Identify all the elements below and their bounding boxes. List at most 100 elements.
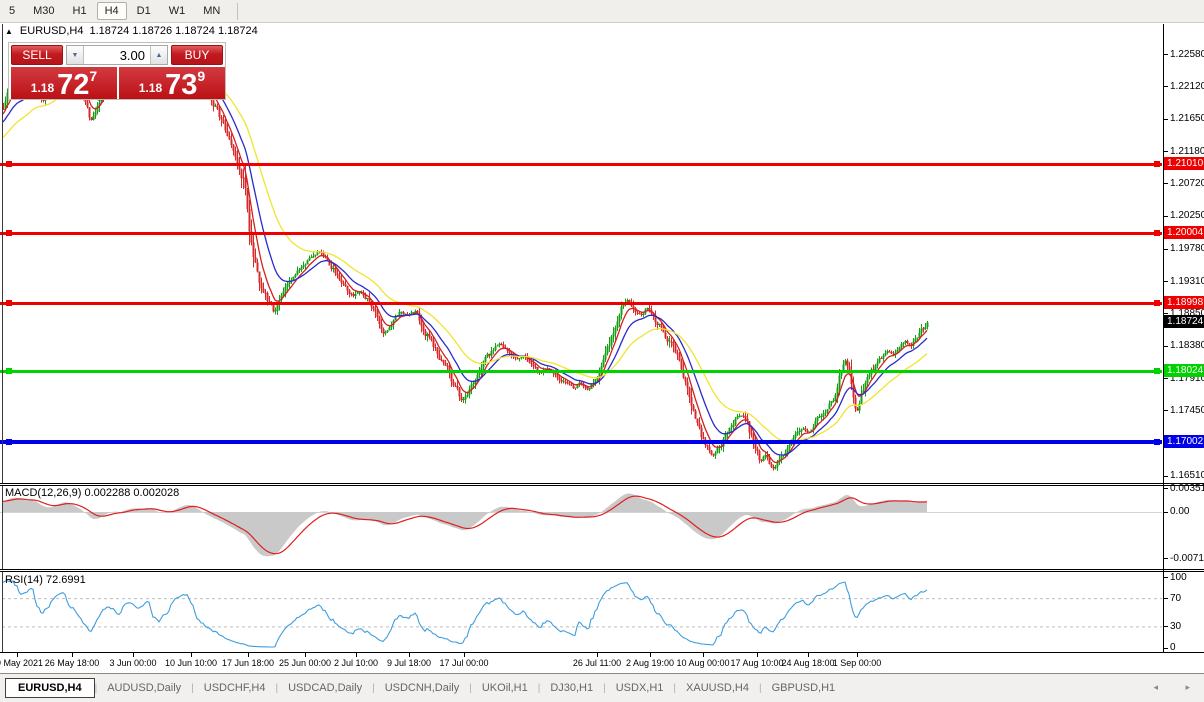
- tab-separator: |: [372, 682, 375, 694]
- price-tick-mark: [1164, 86, 1168, 88]
- rsi-scale-label: 100: [1170, 571, 1187, 583]
- tab-USDCHF-H4[interactable]: USDCHF,H4: [203, 682, 266, 694]
- rsi-scale-tick-mark: [1164, 598, 1168, 600]
- timeframe-button-H1[interactable]: H1: [72, 5, 87, 17]
- price-tick-mark: [1164, 118, 1168, 120]
- price-tick-label: 1.20250: [1170, 210, 1204, 222]
- quote-bar: ▲ EURUSD,H4 1.18724 1.18726 1.18724 1.18…: [5, 25, 258, 37]
- timeframe-button-M30[interactable]: M30: [33, 5, 55, 17]
- level-price-label: 1.18998: [1164, 296, 1204, 309]
- rsi-indicator-label: RSI(14) 72.6991: [5, 574, 86, 586]
- sell-price-prefix: 1.18: [30, 81, 55, 95]
- price-tick-mark: [1164, 410, 1168, 412]
- tab-GBPUSD-H1[interactable]: GBPUSD,H1: [771, 682, 836, 694]
- macd-scale-tick-mark: [1164, 558, 1168, 560]
- chart-tab-bar: EURUSD,H4 | AUDUSD,Daily | USDCHF,H4 | USDCAD,…: [0, 673, 1204, 702]
- volume-decrease-button[interactable]: ▼: [67, 46, 84, 64]
- rsi-scale-label: 30: [1170, 620, 1182, 632]
- timeframe-button-D1[interactable]: D1: [136, 5, 151, 17]
- macd-indicator-label: MACD(12,26,9) 0.002288 0.002028: [5, 487, 180, 499]
- sell-price-big: 72: [57, 69, 90, 101]
- price-tick-label: 1.22580: [1170, 48, 1204, 60]
- tab-DJ30-H1[interactable]: DJ30,H1: [550, 682, 594, 694]
- tab-XAUUSD-H4[interactable]: XAUUSD,H4: [686, 682, 749, 694]
- macd-scale-label: 0.00: [1170, 506, 1190, 517]
- tab-USDCAD-Daily[interactable]: USDCAD,Daily: [288, 682, 363, 694]
- level-price-label: 1.20004: [1164, 226, 1204, 239]
- buy-price-button[interactable]: 1.18 73 9: [119, 67, 225, 100]
- rsi-scale-label: 70: [1170, 592, 1182, 604]
- timeframe-button-H4[interactable]: H4: [96, 2, 127, 20]
- volume-increase-button[interactable]: ▲: [150, 46, 167, 64]
- volume-stepper: ▼ ▲: [66, 45, 168, 65]
- tab-UKOil-H1[interactable]: UKOil,H1: [481, 682, 528, 694]
- price-tick-mark: [1164, 215, 1168, 217]
- tab-USDCNH-Daily[interactable]: USDCNH,Daily: [384, 682, 460, 694]
- buy-button[interactable]: BUY: [171, 45, 223, 65]
- tab-AUDUSD-Daily[interactable]: AUDUSD,Daily: [107, 682, 182, 694]
- tab-separator: |: [191, 682, 194, 694]
- current-price-label: 1.18724: [1164, 315, 1204, 328]
- price-tick-label: 1.17450: [1170, 404, 1204, 416]
- slow-ma-line: [2, 74, 928, 443]
- price-tick-label: 1.18850: [1170, 307, 1204, 319]
- volume-input[interactable]: [84, 46, 150, 64]
- tab-EURUSD-H4[interactable]: EURUSD,H4: [5, 677, 95, 698]
- rsi-scale-tick-mark: [1164, 626, 1168, 628]
- macd-scale-label: 0.003515: [1170, 482, 1204, 494]
- price-tick-label: 1.21650: [1170, 113, 1204, 125]
- sell-price-button[interactable]: 1.18 72 7: [11, 67, 117, 101]
- price-tick-mark: [1164, 151, 1168, 153]
- tab-separator: |: [758, 682, 762, 694]
- symbol-label: EURUSD,H4: [19, 25, 84, 37]
- price-tick-mark: [1164, 378, 1168, 380]
- tabs-scroll-left-icon[interactable]: ◂: [1153, 682, 1158, 692]
- rsi-scale-tick-mark: [1164, 577, 1168, 578]
- buy-price-pipette: 9: [197, 68, 206, 84]
- tab-separator: |: [469, 682, 472, 694]
- tabs-scroll-right-icon[interactable]: ▸: [1185, 682, 1190, 692]
- price-tick-label: 1.18380: [1170, 340, 1204, 352]
- ohlc-values: 1.18724 1.18726 1.18724 1.18724: [89, 25, 258, 37]
- buy-price-prefix: 1.18: [138, 81, 163, 95]
- price-tick-label: 1.21180: [1170, 145, 1204, 157]
- plot-left-border: [2, 24, 3, 652]
- tab-separator: |: [673, 682, 677, 694]
- pane-separator-main-macd[interactable]: [0, 483, 1204, 486]
- tab-separator: |: [94, 682, 98, 694]
- price-tick-mark: [1164, 281, 1168, 283]
- timeframe-button-W1[interactable]: W1: [168, 5, 186, 17]
- sell-price-pipette: 7: [89, 68, 98, 84]
- sell-button[interactable]: SELL: [11, 45, 63, 65]
- macd-scale-tick-mark: [1164, 511, 1168, 513]
- price-tick-mark: [1164, 475, 1168, 477]
- timeframe-toolbar: 5 M30 H1 H4 D1 W1 MN: [0, 0, 1204, 23]
- rsi-scale-label: 0: [1170, 642, 1176, 653]
- price-tick-mark: [1164, 54, 1168, 56]
- pane-bottom-border: [0, 652, 1204, 653]
- tab-USDX-H1[interactable]: USDX,H1: [615, 682, 664, 694]
- timeframe-button-5[interactable]: 5: [9, 5, 16, 17]
- toolbar-separator: [237, 2, 239, 20]
- price-tick-mark: [1164, 313, 1168, 315]
- pane-separator-macd-rsi[interactable]: [0, 569, 1204, 572]
- macd-scale-label: -0.00717: [1170, 552, 1204, 564]
- price-tick-label: 1.22120: [1170, 80, 1204, 92]
- tab-separator: |: [603, 682, 606, 694]
- price-tick-mark: [1164, 183, 1168, 185]
- price-tick-label: 1.16510: [1170, 470, 1204, 482]
- tab-separator: |: [275, 682, 279, 694]
- level-price-label: 1.18024: [1164, 364, 1204, 377]
- price-axis-line: [1163, 24, 1164, 652]
- timeframe-button-MN[interactable]: MN: [203, 5, 221, 17]
- price-axis: 1.22580 1.22120 1.21650 1.21180 1.20720 1.202…: [1163, 0, 1204, 702]
- price-tick-label: 1.17910: [1170, 372, 1204, 384]
- price-tick-label: 1.20720: [1170, 177, 1204, 189]
- price-tick-label: 1.19310: [1170, 275, 1204, 287]
- collapse-panel-icon[interactable]: ▲: [5, 26, 13, 36]
- one-click-trading-panel: SELL ▼ ▲ BUY 1.18 72 7 1.18 73 9: [8, 42, 226, 100]
- rsi-scale-tick-mark: [1164, 647, 1168, 649]
- macd-scale-tick-mark: [1164, 488, 1168, 490]
- level-price-label: 1.17002: [1164, 435, 1204, 448]
